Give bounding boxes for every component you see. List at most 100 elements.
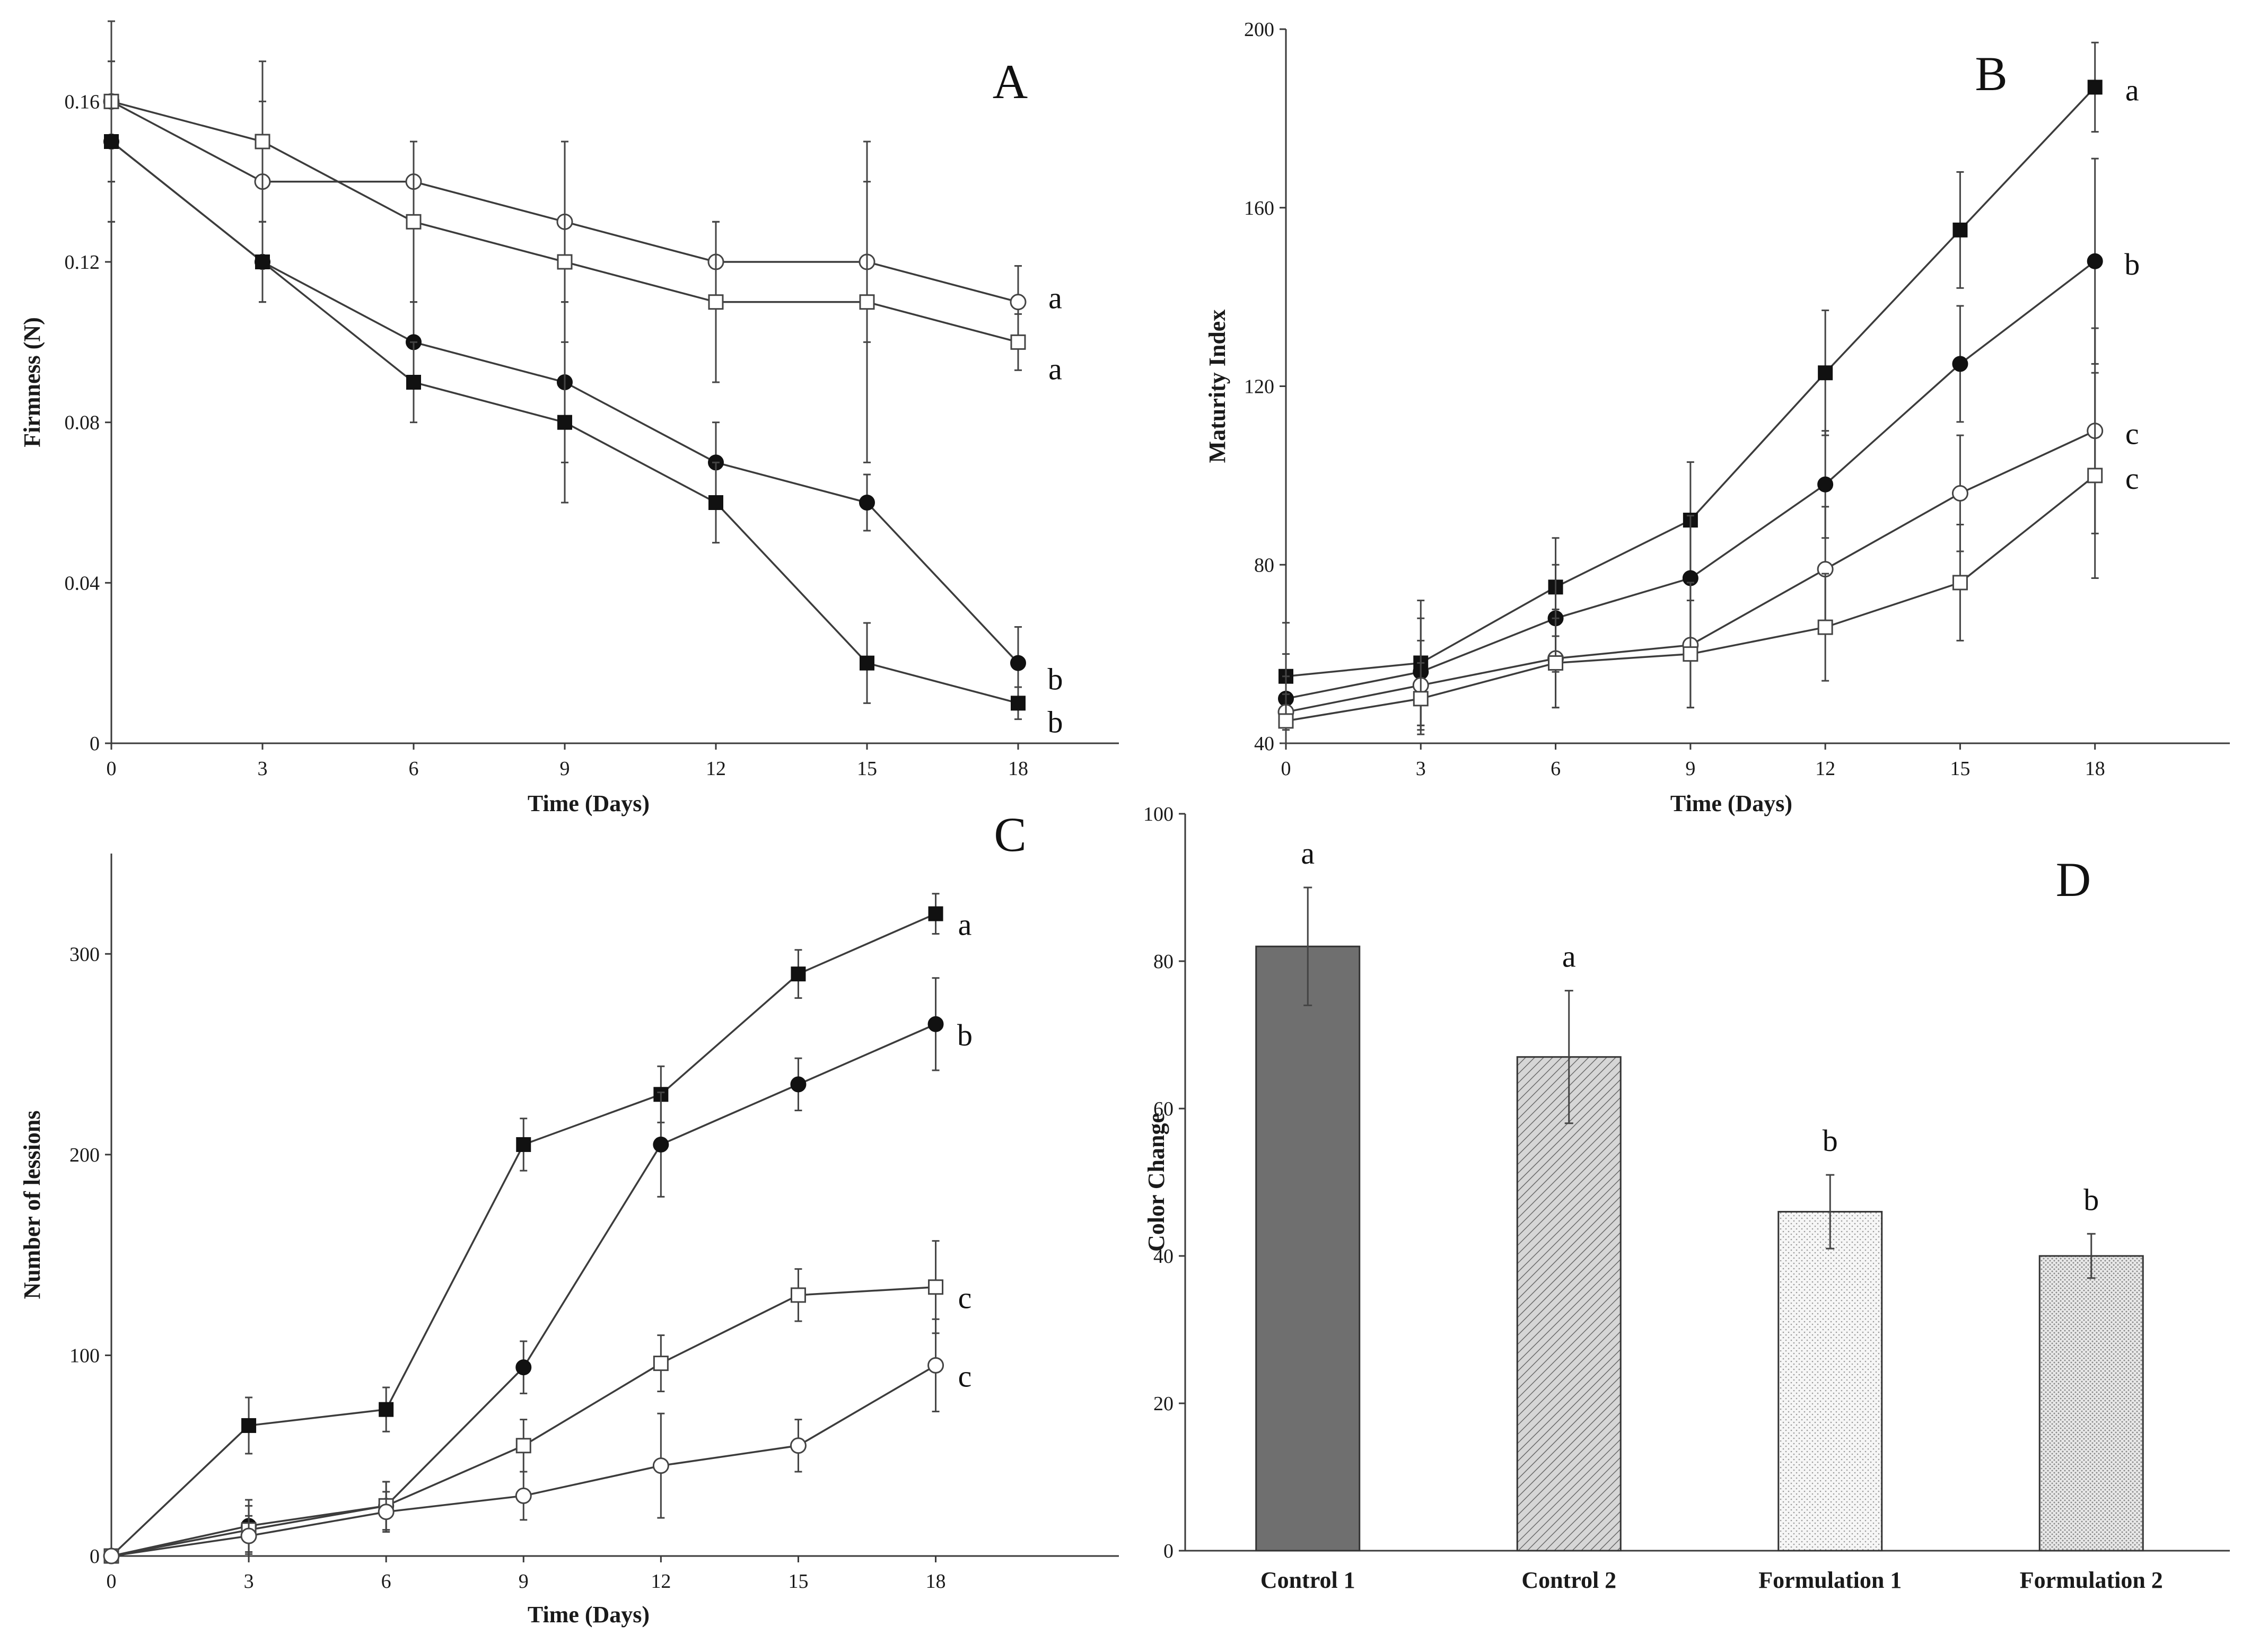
y-tick-label: 80 <box>1153 951 1174 973</box>
y-tick-label: 80 <box>1254 554 1274 576</box>
y-tick-label: 0.04 <box>65 572 100 594</box>
data-point-open-square-5 <box>1952 575 1968 591</box>
data-point-open-square-3 <box>515 1438 531 1454</box>
data-point-filled-circle-6 <box>2087 253 2103 269</box>
data-point-open-circle-6 <box>1010 294 1027 311</box>
x-tick-label: 15 <box>788 1570 808 1593</box>
bar-formulation-2 <box>2038 1255 2144 1552</box>
x-tick-label: 0 <box>107 758 117 780</box>
significance-letter: b <box>1048 705 1063 739</box>
panel-letter: C <box>994 807 1026 862</box>
data-point-filled-square-2 <box>379 1402 394 1417</box>
significance-letter: b <box>1823 1123 1838 1158</box>
y-tick-label: 0 <box>90 733 100 755</box>
x-tick-label: 12 <box>651 1570 671 1593</box>
data-point-open-circle-6 <box>927 1357 944 1374</box>
bar-control-1 <box>1255 945 1361 1552</box>
significance-letter: b <box>1048 662 1063 697</box>
data-point-filled-square-5 <box>860 655 874 671</box>
y-tick-label: 0 <box>1163 1540 1174 1562</box>
x-tick-label: 15 <box>857 758 877 780</box>
data-point-filled-circle-5 <box>859 495 875 511</box>
data-point-open-circle-3 <box>515 1487 532 1504</box>
data-point-open-square-4 <box>1817 619 1833 635</box>
x-tick-label: 18 <box>2085 758 2105 780</box>
data-point-filled-square-5 <box>1952 222 1968 238</box>
significance-letter: a <box>1048 351 1062 386</box>
x-tick-label: 6 <box>409 758 419 780</box>
y-axis-title: Firmness (N) <box>19 317 45 447</box>
panel-a-firmness-chart: 0 0.04 0.08 0.12 0.16 0 3 6 9 12 15 18 Time (Days) Fi… <box>19 20 1119 816</box>
data-point-filled-square-3 <box>557 415 572 430</box>
x-tick-label: 9 <box>1685 758 1695 780</box>
y-tick-label: 160 <box>1244 197 1274 219</box>
data-point-filled-circle-4 <box>653 1136 669 1153</box>
data-point-open-square-4 <box>708 294 724 310</box>
significance-letter: a <box>1048 281 1062 315</box>
x-tick-label: 0 <box>107 1570 117 1593</box>
x-category-label: Formulation 1 <box>1758 1567 1902 1593</box>
data-point-open-square-3 <box>1683 646 1698 662</box>
y-tick-label: 40 <box>1153 1245 1174 1268</box>
significance-letter: a <box>2125 73 2139 107</box>
x-tick-label: 12 <box>706 758 726 780</box>
bar-formulation-1 <box>1777 1211 1883 1552</box>
data-point-filled-square-4 <box>708 495 723 510</box>
x-tick-label: 3 <box>244 1570 254 1593</box>
data-point-open-square-6 <box>928 1279 944 1295</box>
significance-letter: b <box>2124 247 2140 282</box>
y-tick-label: 0.16 <box>65 91 100 113</box>
x-axis-title: Time (Days) <box>528 1602 650 1628</box>
data-point-filled-square-6 <box>928 906 943 921</box>
data-point-filled-circle-3 <box>515 1359 532 1376</box>
data-point-open-square-4 <box>653 1356 669 1372</box>
y-tick-label: 0.08 <box>65 412 100 434</box>
data-point-filled-square-6 <box>1011 696 1026 711</box>
data-point-open-square-5 <box>790 1287 806 1303</box>
data-point-open-square-6 <box>1010 334 1026 350</box>
x-tick-label: 9 <box>519 1570 529 1593</box>
data-point-filled-circle-5 <box>1952 356 1968 372</box>
y-axis-title: Maturity Index <box>1204 310 1230 463</box>
y-axis-title: Number of lessions <box>19 1110 45 1299</box>
panel-letter: A <box>993 55 1028 109</box>
x-tick-label: 3 <box>258 758 268 780</box>
y-axis-title: Color Change <box>1143 1113 1169 1252</box>
x-category-label: Control 2 <box>1521 1567 1616 1593</box>
data-point-open-circle-2 <box>378 1504 395 1520</box>
significance-letter: c <box>2125 417 2139 451</box>
significance-letter: c <box>958 1281 972 1315</box>
data-point-filled-square-1 <box>241 1418 257 1433</box>
significance-letter: c <box>958 1359 972 1393</box>
significance-letter: c <box>2125 461 2139 496</box>
data-point-open-square-2 <box>406 214 422 230</box>
x-tick-label: 12 <box>1815 758 1835 780</box>
y-tick-label: 200 <box>1244 19 1274 41</box>
data-point-filled-square-6 <box>2087 80 2103 95</box>
data-point-open-circle-5 <box>1951 485 1968 502</box>
data-point-open-square-1 <box>255 134 270 150</box>
data-point-open-square-5 <box>859 294 875 310</box>
panel-b-maturity-chart: 40 80 120 160 200 0 3 6 9 12 15 18 Time (Days) Maturi… <box>1204 19 2230 816</box>
data-point-filled-square-1 <box>255 254 270 269</box>
y-tick-label: 0 <box>90 1545 100 1568</box>
x-axis-title: Time (Days) <box>1670 790 1792 816</box>
significance-letter: a <box>958 908 972 942</box>
y-tick-label: 40 <box>1254 733 1274 755</box>
x-axis-title: Time (Days) <box>528 790 650 816</box>
x-tick-label: 18 <box>1008 758 1028 780</box>
y-tick-label: 100 <box>1143 803 1174 825</box>
data-point-filled-circle-5 <box>790 1076 807 1093</box>
data-point-filled-square-4 <box>1818 365 1833 381</box>
x-category-label: Control 1 <box>1260 1567 1355 1593</box>
data-point-filled-square-3 <box>516 1137 531 1152</box>
x-tick-label: 18 <box>926 1570 946 1593</box>
data-point-filled-circle-6 <box>1010 655 1026 671</box>
data-point-filled-circle-4 <box>1817 476 1834 493</box>
data-point-open-square-3 <box>557 254 573 270</box>
data-point-open-circle-1 <box>240 1527 257 1544</box>
panel-letter: B <box>1975 47 2007 101</box>
data-point-filled-circle-6 <box>927 1016 944 1032</box>
y-tick-label: 60 <box>1153 1098 1174 1120</box>
panel-letter: D <box>2056 852 2091 907</box>
